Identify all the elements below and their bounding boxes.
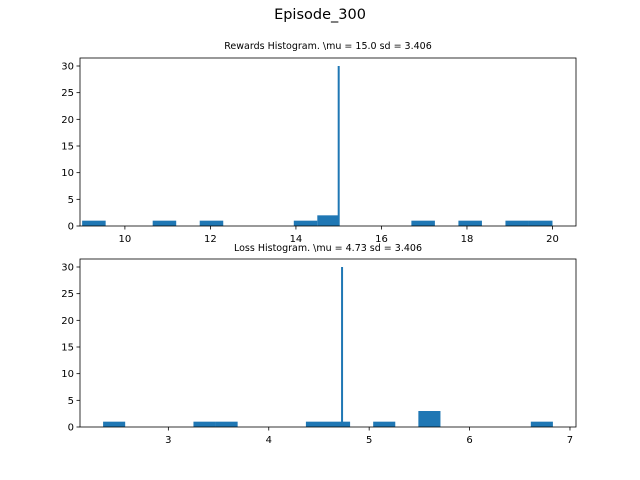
rewards-ytick-label: 20	[61, 115, 74, 126]
figure-suptitle: Episode_300	[274, 7, 366, 23]
rewards-bar	[458, 220, 482, 226]
loss-ytick-label: 15	[61, 343, 74, 354]
loss-axes-frame	[79, 258, 577, 428]
loss-bar	[305, 421, 328, 427]
rewards-spike-bar	[337, 66, 340, 226]
loss-bar	[328, 421, 351, 427]
rewards-ytick-label: 0	[68, 222, 74, 233]
rewards-xtick-label: 16	[375, 234, 388, 245]
rewards-ytick-label: 5	[68, 195, 74, 206]
rewards-axes-frame	[79, 57, 577, 227]
loss-xtick-label: 5	[366, 435, 372, 446]
loss-ytick-label: 5	[68, 396, 74, 407]
loss-ytick-label: 20	[61, 316, 74, 327]
loss-bar	[193, 421, 216, 427]
loss-xtick-label: 3	[165, 435, 171, 446]
rewards-chart-title: Rewards Histogram. \mu = 15.0 sd = 3.406	[224, 41, 432, 52]
loss-ytick-label: 25	[61, 289, 74, 300]
rewards-bar	[411, 220, 435, 226]
loss-ytick-label: 30	[61, 263, 74, 274]
rewards-bar	[82, 220, 106, 226]
loss-bar	[418, 411, 441, 427]
rewards-bar	[293, 220, 318, 226]
rewards-ytick-label: 10	[61, 168, 74, 179]
loss-xtick-label: 4	[266, 435, 272, 446]
rewards-xtick-label: 18	[461, 234, 474, 245]
rewards-xtick-label: 20	[546, 234, 559, 245]
rewards-bar	[152, 220, 177, 226]
rewards-ytick-label: 30	[61, 62, 74, 73]
loss-bar	[373, 421, 396, 427]
loss-xtick-label: 6	[466, 435, 472, 446]
loss-bar	[103, 421, 126, 427]
rewards-bar	[317, 215, 339, 226]
rewards-xtick-label: 12	[204, 234, 217, 245]
rewards-xtick-label: 14	[290, 234, 303, 245]
rewards-ytick-label: 25	[61, 88, 74, 99]
rewards-bar	[528, 220, 553, 226]
loss-chart-title: Loss Histogram. \mu = 4.73 sd = 3.406	[234, 243, 422, 254]
loss-spike-bar	[341, 267, 344, 427]
rewards-bar	[505, 220, 529, 226]
loss-bar	[215, 421, 238, 427]
loss-ytick-label: 10	[61, 369, 74, 380]
loss-bar	[530, 421, 553, 427]
loss-xtick-label: 7	[567, 435, 573, 446]
loss-ytick-label: 0	[68, 423, 74, 434]
rewards-ytick-label: 15	[61, 142, 74, 153]
rewards-xtick-label: 10	[119, 234, 132, 245]
rewards-bar	[199, 220, 224, 226]
